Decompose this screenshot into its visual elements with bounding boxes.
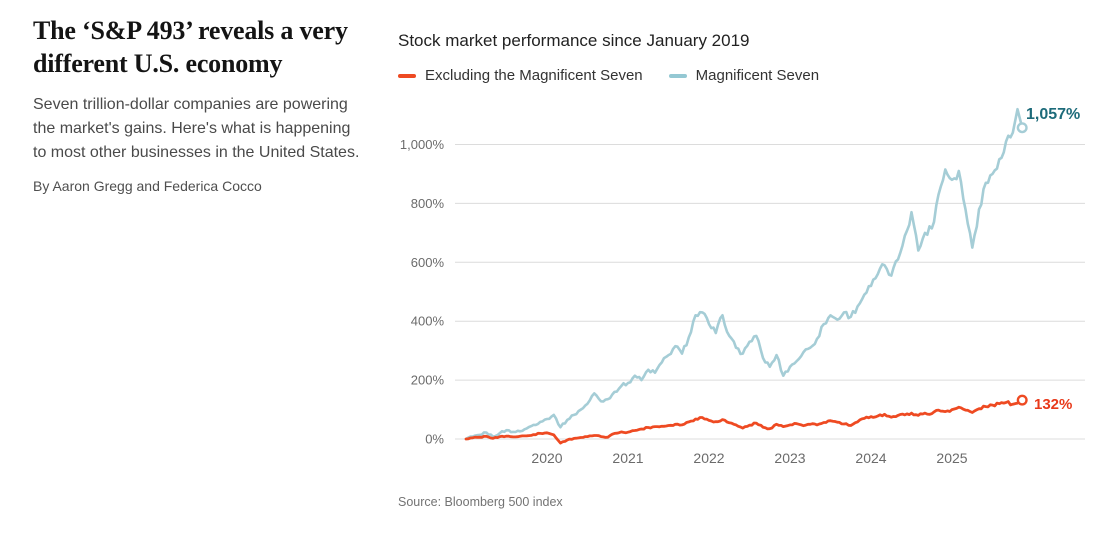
series-mag7-line: [464, 107, 1024, 441]
headline-line: The ‘S&P 493’ reveals a very: [33, 16, 348, 45]
legend-label: Magnificent Seven: [695, 67, 820, 84]
article-headline: The ‘S&P 493’ reveals a very different U…: [33, 14, 395, 80]
chart-legend: Excluding the Magnificent Seven Magnific…: [398, 67, 819, 84]
legend-item-mag7: Magnificent Seven: [668, 67, 820, 84]
svg-text:200%: 200%: [411, 373, 445, 388]
legend-dash-icon-excluding-mag7: [398, 73, 416, 78]
chart-title: Stock market performance since January 2…: [398, 31, 750, 50]
svg-text:1,000%: 1,000%: [400, 137, 445, 152]
excluding-end-value-label: 132%: [1034, 396, 1073, 413]
y-axis-labels: 0% 200% 400% 600% 800% 1,000%: [400, 137, 445, 447]
svg-text:0%: 0%: [425, 432, 444, 447]
legend-label: Excluding the Magnificent Seven: [425, 67, 643, 84]
svg-text:800%: 800%: [411, 196, 445, 211]
excluding-endpoint-marker: [1016, 394, 1028, 406]
svg-text:2024: 2024: [855, 450, 886, 466]
article-byline: By Aaron Gregg and Federica Cocco: [33, 178, 262, 194]
chart-gridlines: [455, 144, 1085, 440]
headline-line: different U.S. economy: [33, 49, 283, 78]
svg-text:2023: 2023: [774, 450, 805, 466]
mag7-end-value-label: 1,057%: [1026, 106, 1081, 123]
series-excluding-mag7-line: [464, 398, 1024, 445]
svg-text:2020: 2020: [531, 450, 562, 466]
subtitle-line: to most other businesses in the United S…: [33, 144, 360, 161]
svg-text:2025: 2025: [936, 450, 967, 466]
svg-text:400%: 400%: [411, 314, 445, 329]
chart-source: Source: Bloomberg 500 index: [398, 495, 563, 509]
legend-item-excluding-mag7: Excluding the Magnificent Seven: [398, 67, 643, 84]
x-axis-labels: 2020 2021 2022 2023 2024 2025: [531, 450, 967, 466]
performance-chart: 0%200%400%600%800%1,000% 2020 2021 2022 202…: [400, 107, 1085, 466]
legend-dash-icon-mag7: [668, 73, 687, 78]
svg-text:2022: 2022: [693, 450, 724, 466]
svg-text:2021: 2021: [612, 450, 643, 466]
subtitle-line: Seven trillion-dollar companies are powe…: [33, 96, 348, 113]
subtitle-line: the market's gains. Here's what is happe…: [33, 120, 351, 137]
svg-text:600%: 600%: [411, 255, 445, 270]
mag7-endpoint-marker: [1016, 122, 1028, 134]
article-column: The ‘S&P 493’ reveals a very different U…: [33, 14, 395, 194]
article-subtitle: Seven trillion-dollar companies are powe…: [33, 93, 395, 165]
